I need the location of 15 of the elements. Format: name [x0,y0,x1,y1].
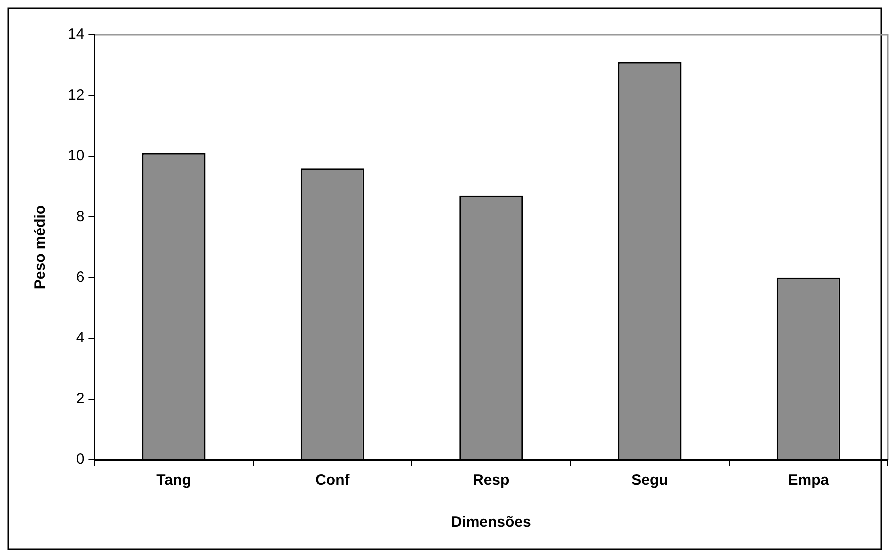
y-tick-label: 0 [76,451,85,468]
x-tick-label: Empa [788,472,830,490]
x-tick-label: Conf [316,472,351,490]
x-tick-label: Resp [473,472,510,490]
y-tick-label: 14 [68,26,85,44]
x-tick-label: Tang [156,472,192,490]
y-tick-label: 8 [76,208,85,226]
y-tick-label: 12 [68,86,85,104]
y-axis-title: Peso médio [32,205,50,290]
y-tick-label: 10 [68,148,85,165]
y-tick-label: 6 [76,269,85,286]
x-tick-label: Segu [632,472,668,490]
x-axis-title: Dimensões [451,514,532,532]
y-tick-label: 4 [76,330,85,347]
y-tick-label: 2 [76,390,85,408]
